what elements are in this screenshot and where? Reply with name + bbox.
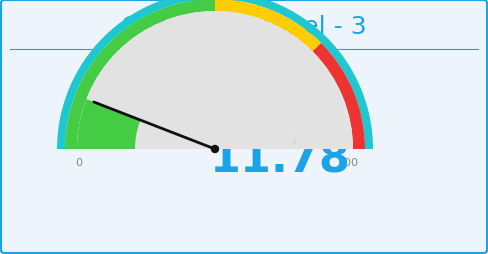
Wedge shape bbox=[215, 0, 321, 52]
Text: 0: 0 bbox=[76, 157, 82, 167]
Text: Current Channel - 3: Current Channel - 3 bbox=[121, 15, 367, 39]
Wedge shape bbox=[77, 12, 353, 149]
Wedge shape bbox=[57, 0, 373, 149]
Text: 11.78: 11.78 bbox=[209, 138, 350, 181]
Text: 100: 100 bbox=[338, 157, 359, 167]
Circle shape bbox=[211, 146, 219, 153]
Wedge shape bbox=[65, 0, 215, 149]
Wedge shape bbox=[77, 100, 141, 149]
Wedge shape bbox=[313, 44, 365, 149]
Wedge shape bbox=[135, 70, 295, 149]
